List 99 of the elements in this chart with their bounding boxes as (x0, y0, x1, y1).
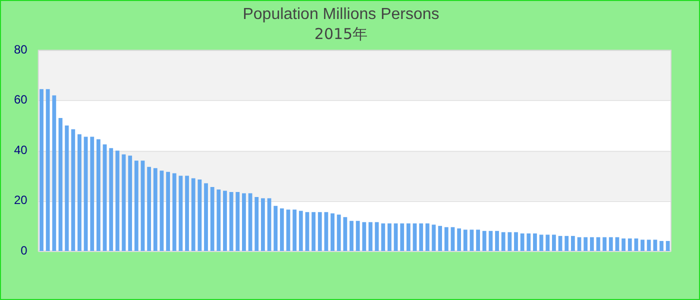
bar (590, 237, 594, 251)
bar (666, 240, 670, 251)
bar (444, 227, 448, 251)
bar (40, 89, 44, 251)
bar (58, 118, 62, 251)
bar (356, 220, 360, 251)
bar (305, 212, 310, 251)
bar (229, 192, 234, 251)
bar (622, 238, 626, 251)
bar (526, 233, 531, 251)
bar (318, 212, 322, 251)
y-tick-label: 60 (14, 92, 28, 107)
bar (260, 198, 265, 251)
bar (191, 178, 196, 251)
bar (286, 210, 290, 251)
bar (425, 223, 430, 251)
bar (628, 238, 632, 251)
bar (374, 222, 379, 251)
bar (115, 150, 120, 251)
bar (653, 240, 658, 251)
bar (495, 230, 499, 251)
bar (482, 230, 486, 251)
bar (508, 232, 512, 251)
bar (242, 193, 246, 251)
bar (419, 223, 424, 251)
bar (608, 237, 613, 251)
bar (324, 212, 328, 251)
bar (660, 240, 664, 251)
bar (520, 233, 524, 251)
bar (274, 206, 278, 251)
bar (96, 139, 100, 251)
bar (463, 230, 468, 251)
bar (476, 230, 480, 251)
bar (210, 186, 214, 251)
bar (64, 126, 69, 251)
bar (615, 237, 620, 251)
bar (350, 220, 354, 251)
bar (160, 170, 164, 251)
bar (172, 173, 176, 251)
bar (552, 234, 556, 251)
bar (216, 190, 221, 251)
bar (128, 156, 132, 251)
bar (140, 160, 145, 251)
bar (147, 166, 152, 251)
y-tick-label: 20 (14, 193, 28, 208)
bar (533, 233, 537, 251)
bar (185, 176, 189, 251)
y-tick-label: 0 (20, 243, 28, 258)
bar (432, 224, 436, 251)
bar (298, 210, 303, 251)
bar (539, 234, 544, 251)
bar (312, 212, 316, 251)
bar (577, 237, 582, 251)
bar (343, 217, 348, 251)
bar (381, 223, 386, 251)
chart-title: Population Millions Persons (242, 6, 440, 24)
bar (514, 232, 518, 251)
bar (368, 222, 372, 251)
bar (470, 230, 474, 251)
bar (646, 240, 651, 251)
bar (134, 160, 138, 251)
bar (546, 234, 550, 251)
bar (46, 89, 50, 251)
bar (153, 168, 158, 251)
bar (109, 148, 114, 251)
bar (254, 197, 259, 251)
bar (450, 227, 455, 251)
bar (204, 183, 208, 251)
bar (236, 192, 240, 251)
bar (292, 210, 297, 251)
bar (223, 190, 227, 251)
bar (90, 136, 94, 251)
bar (400, 223, 404, 251)
bar (280, 208, 284, 251)
bar (52, 95, 56, 251)
bar (596, 237, 600, 251)
bar (564, 236, 569, 251)
bar (362, 222, 366, 251)
bar (198, 179, 202, 251)
bar (570, 236, 575, 251)
bar (71, 129, 76, 251)
bar (501, 232, 506, 251)
bar (330, 213, 334, 251)
chart-subtitle: 2015年 (314, 25, 368, 44)
bar (488, 230, 493, 251)
bar (84, 136, 88, 251)
bar (602, 237, 607, 251)
bar (178, 176, 183, 251)
bar (336, 214, 341, 251)
bar (457, 228, 462, 251)
bar (78, 134, 82, 251)
bar (406, 223, 410, 251)
bar (438, 226, 442, 251)
bar (640, 240, 644, 251)
bar (388, 223, 392, 251)
bar (584, 237, 588, 251)
bar (166, 172, 170, 251)
y-tick-label: 80 (14, 42, 28, 57)
y-tick-label: 40 (14, 142, 28, 157)
